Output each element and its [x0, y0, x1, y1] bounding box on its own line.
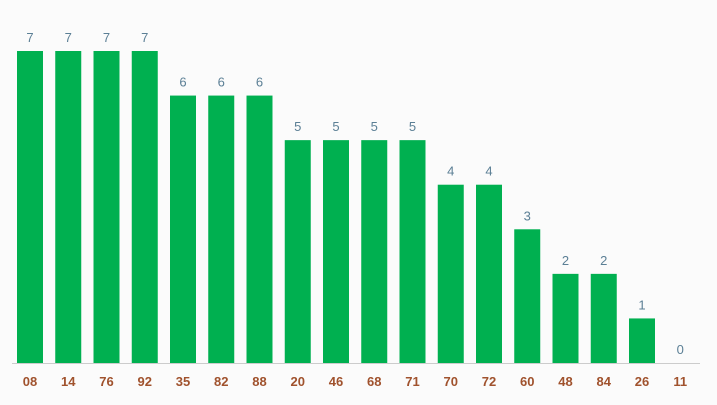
value-label-88: 6	[256, 75, 263, 90]
bar-14	[55, 51, 82, 363]
value-label-72: 4	[485, 164, 492, 179]
x-tick-label-60: 60	[520, 374, 534, 389]
value-label-60: 3	[524, 208, 531, 223]
x-tick-label-68: 68	[367, 374, 381, 389]
bar-92	[131, 51, 158, 363]
bar-08	[17, 51, 43, 363]
x-tick-label-14: 14	[61, 374, 76, 389]
x-tick-label-26: 26	[635, 374, 649, 389]
x-tick-label-08: 08	[23, 374, 37, 389]
x-tick-label-88: 88	[252, 374, 266, 389]
value-label-08: 7	[26, 30, 33, 45]
value-label-84: 2	[600, 253, 607, 268]
bar-26	[629, 318, 655, 363]
x-tick-label-71: 71	[405, 374, 419, 389]
bar-35	[170, 95, 196, 363]
x-tick-label-35: 35	[176, 374, 190, 389]
x-tick-label-48: 48	[558, 374, 572, 389]
bar-46	[323, 140, 349, 363]
value-labels-group: 7 7 7 7 6 6 6 5 5 5 5 4 4 3 2 2 1 0	[26, 30, 683, 357]
value-label-26: 1	[638, 297, 645, 312]
bar-20	[284, 140, 311, 363]
value-label-11: 0	[677, 342, 684, 357]
value-label-82: 6	[218, 75, 225, 90]
x-tick-label-76: 76	[99, 374, 113, 389]
bars-group	[17, 51, 655, 363]
bar-60	[514, 229, 541, 363]
x-tick-label-70: 70	[444, 374, 458, 389]
x-tick-labels-group: 08 14 76 92 35 82 88 20 46 68 71 70 72 60 48 84 26 11	[23, 374, 687, 389]
value-label-71: 5	[409, 119, 416, 134]
x-tick-label-20: 20	[291, 374, 305, 389]
bar-88	[246, 95, 273, 363]
bar-84	[590, 273, 617, 363]
value-label-92: 7	[141, 30, 148, 45]
value-label-70: 4	[447, 164, 454, 179]
bar-71	[399, 140, 426, 363]
bar-70	[437, 184, 464, 363]
x-tick-label-46: 46	[329, 374, 343, 389]
bar-48	[552, 273, 579, 363]
x-tick-label-82: 82	[214, 374, 228, 389]
bar-82	[208, 95, 235, 363]
x-tick-label-92: 92	[138, 374, 152, 389]
value-label-14: 7	[65, 30, 72, 45]
x-tick-label-11: 11	[673, 374, 687, 389]
value-label-76: 7	[103, 30, 110, 45]
bar-68	[361, 140, 388, 363]
bar-72	[476, 184, 502, 363]
value-label-20: 5	[294, 119, 301, 134]
value-label-35: 6	[179, 75, 186, 90]
value-label-46: 5	[332, 119, 339, 134]
bar-76	[93, 51, 120, 363]
x-tick-label-84: 84	[597, 374, 612, 389]
value-label-48: 2	[562, 253, 569, 268]
value-label-68: 5	[371, 119, 378, 134]
x-tick-label-72: 72	[482, 374, 496, 389]
